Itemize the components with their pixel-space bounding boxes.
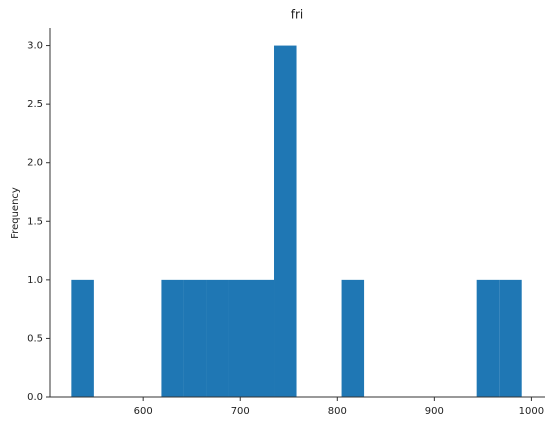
bar	[499, 279, 522, 397]
bar	[161, 279, 184, 397]
bar	[183, 279, 207, 397]
y-axis-label: Frequency	[10, 187, 21, 239]
x-tick-label: 800	[328, 406, 347, 417]
x-tick-label: 700	[231, 406, 250, 417]
bar	[228, 279, 252, 397]
y-tick-label: 1.0	[27, 275, 43, 286]
y-tick-label: 2.5	[27, 99, 43, 110]
x-tick-label: 900	[425, 406, 444, 417]
bar	[71, 279, 94, 397]
x-tick-label: 1000	[519, 406, 544, 417]
y-tick-label: 3.0	[27, 41, 43, 52]
bar	[341, 279, 365, 397]
y-tick-label: 2.0	[27, 158, 43, 169]
y-tick-label: 1.5	[27, 216, 43, 227]
bar	[251, 279, 275, 397]
x-tick-label: 600	[134, 406, 153, 417]
bar	[274, 45, 297, 397]
y-tick-label: 0.0	[27, 392, 43, 403]
chart-title: fri	[291, 8, 304, 22]
y-tick-label: 0.5	[27, 333, 43, 344]
bar	[476, 279, 500, 397]
bar	[206, 279, 229, 397]
